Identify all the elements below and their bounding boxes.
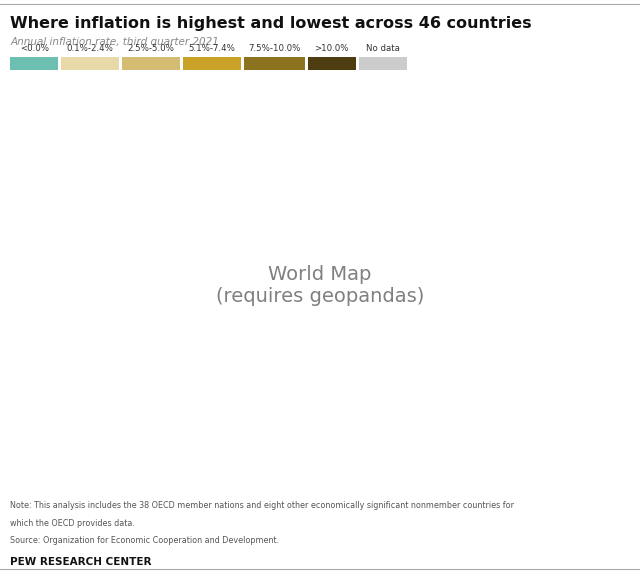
Text: >10.0%: >10.0% <box>315 44 349 53</box>
Text: Where inflation is highest and lowest across 46 countries: Where inflation is highest and lowest ac… <box>10 16 532 31</box>
Text: <0.0%: <0.0% <box>20 44 49 53</box>
Text: Source: Organization for Economic Cooperation and Development.: Source: Organization for Economic Cooper… <box>10 536 280 545</box>
Text: which the OECD provides data.: which the OECD provides data. <box>10 519 135 528</box>
Text: 7.5%-10.0%: 7.5%-10.0% <box>248 44 300 53</box>
Text: 0.1%-2.4%: 0.1%-2.4% <box>67 44 114 53</box>
Text: 5.1%-7.4%: 5.1%-7.4% <box>188 44 236 53</box>
Text: Annual inflation rate, third quarter 2021: Annual inflation rate, third quarter 202… <box>10 37 219 46</box>
Text: PEW RESEARCH CENTER: PEW RESEARCH CENTER <box>10 556 152 567</box>
Text: World Map
(requires geopandas): World Map (requires geopandas) <box>216 265 424 305</box>
Text: 2.5%-5.0%: 2.5%-5.0% <box>127 44 175 53</box>
Text: No data: No data <box>366 44 400 53</box>
Text: Note: This analysis includes the 38 OECD member nations and eight other economic: Note: This analysis includes the 38 OECD… <box>10 501 515 511</box>
